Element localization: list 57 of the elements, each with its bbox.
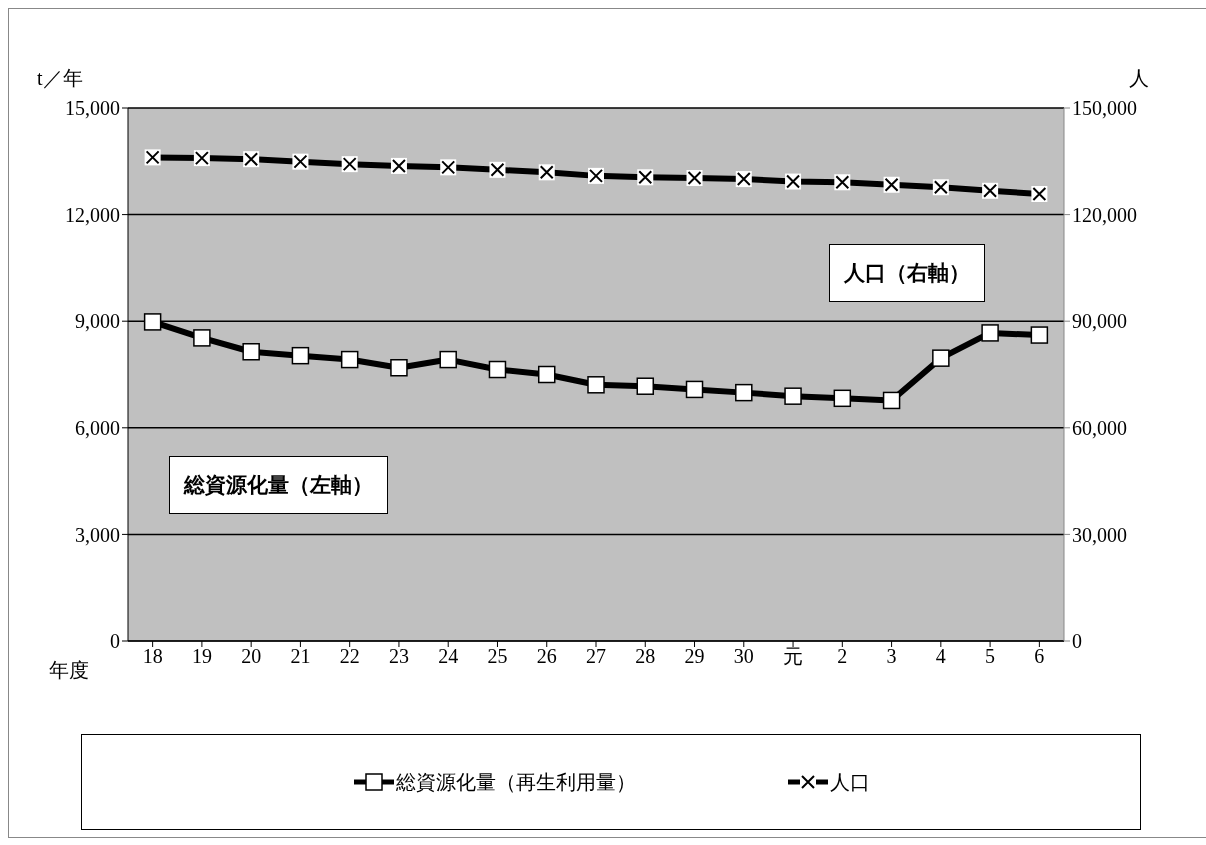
y-tick-label: 0: [110, 630, 120, 653]
y2-axis-title: 人: [1129, 66, 1149, 91]
y2-tick-label: 0: [1072, 630, 1082, 653]
point: [587, 376, 605, 394]
x-tick-label: 23: [388, 645, 409, 668]
point: [143, 313, 162, 331]
x-tick-label: 29: [684, 645, 705, 668]
x-tick-label: 28: [635, 645, 656, 668]
point: [488, 360, 507, 379]
y-axis-title: t／年: [37, 66, 83, 91]
x-tick-label: 26: [536, 645, 557, 668]
x-tick-label: 19: [191, 645, 212, 668]
point: [291, 346, 310, 365]
legend-label: 総資源化量（再生利用量）: [396, 769, 636, 795]
point: [833, 389, 852, 408]
x-tick-label: 25: [487, 645, 508, 668]
y2-tick-label: 60,000: [1072, 416, 1127, 439]
point: [932, 349, 950, 367]
x-tick-label: 2: [837, 645, 848, 668]
x-tick-label: 18: [142, 645, 163, 668]
annotation: 総資源化量（左軸）: [169, 456, 388, 514]
x-axis-title: 年度: [49, 658, 89, 683]
x-tick-label: 6: [1034, 645, 1045, 668]
y-tick-label: 12,000: [65, 203, 120, 226]
x-tick-label: 24: [438, 645, 459, 668]
x-tick-label: 5: [985, 645, 996, 668]
annotation: 人口（右軸）: [829, 244, 985, 302]
point: [242, 343, 260, 361]
x-tick-label: 30: [733, 645, 754, 668]
y2-tick-label: 120,000: [1072, 203, 1137, 226]
point: [636, 377, 655, 395]
point: [685, 380, 704, 399]
y-tick-label: 9,000: [75, 310, 120, 333]
y-tick-label: 3,000: [75, 523, 120, 546]
y2-tick-label: 90,000: [1072, 310, 1127, 333]
y-tick-label: 15,000: [65, 97, 120, 120]
legend-label: 人口: [830, 769, 870, 795]
x-tick-label: 21: [290, 645, 311, 668]
point: [1030, 326, 1049, 344]
x-tick-label: 27: [586, 645, 606, 668]
point: [882, 391, 901, 410]
y2-tick-label: 150,000: [1072, 97, 1137, 120]
x-tick-label: 22: [339, 645, 360, 668]
point: [340, 350, 359, 369]
point: [439, 350, 457, 369]
x-tick-label: 3: [886, 645, 897, 668]
point: [537, 365, 556, 384]
y2-tick-label: 30,000: [1072, 523, 1127, 546]
point: [390, 359, 408, 377]
y-tick-label: 6,000: [75, 416, 120, 439]
x-tick-label: 4: [935, 645, 946, 668]
point: [735, 383, 753, 402]
point: [784, 387, 802, 405]
point: [981, 324, 999, 342]
x-tick-label: 20: [241, 645, 262, 668]
point: [193, 329, 211, 347]
x-tick-label: 元: [783, 645, 804, 668]
